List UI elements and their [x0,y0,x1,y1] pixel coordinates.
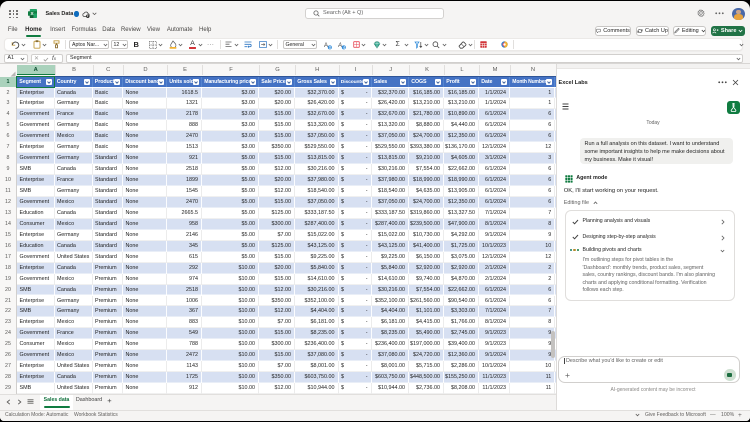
svg-text:A: A [324,43,328,49]
svg-text:X: X [30,10,34,15]
svg-text:4: 4 [343,45,346,50]
svg-text:A: A [338,43,342,49]
svg-text:0: 0 [328,45,331,50]
